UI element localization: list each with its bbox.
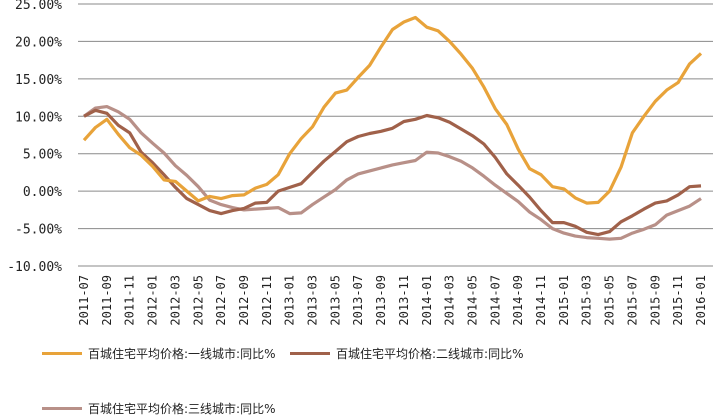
x-tick-label: 2015-09 <box>648 275 662 326</box>
x-tick-label: 2011-09 <box>100 275 114 326</box>
legend-label-tier2: 百城住宅平均价格:二线城市:同比% <box>336 347 524 361</box>
series-line-1 <box>82 15 703 205</box>
x-tick-label: 2013-03 <box>306 275 320 326</box>
x-tick-label: 2013-09 <box>374 275 388 326</box>
x-tick-label: 2012-03 <box>168 275 182 326</box>
x-tick-label: 2013-01 <box>283 275 297 326</box>
y-tick-label: 15.00% <box>15 73 62 88</box>
x-tick-label: 2014-03 <box>443 275 457 326</box>
legend-label-tier1: 百城住宅平均价格:一线城市:同比% <box>88 347 276 361</box>
x-tick-label: 2013-05 <box>328 275 342 326</box>
x-tick-label: 2012-05 <box>191 275 205 326</box>
x-tick-label: 2013-11 <box>397 275 411 326</box>
legend-swatch-tier3 <box>42 407 82 410</box>
x-tick-label: 2015-11 <box>671 275 685 326</box>
x-tick-label: 2014-07 <box>488 275 502 326</box>
y-tick-label: 20.00% <box>15 35 62 50</box>
y-tick-label: 10.00% <box>15 110 62 125</box>
x-tick-label: 2015-01 <box>557 275 571 326</box>
y-tick-label: 5.00% <box>23 148 62 163</box>
x-tick-label: 2015-03 <box>580 275 594 326</box>
legend-item-tier3: 百城住宅平均价格:三线城市:同比% <box>42 400 276 417</box>
x-tick-label: 2014-05 <box>465 275 479 326</box>
x-tick-label: 2012-01 <box>146 275 160 326</box>
x-tick-label: 2014-01 <box>420 275 434 326</box>
y-tick-label: -5.00% <box>15 223 62 238</box>
x-tick-label: 2011-07 <box>77 275 91 326</box>
x-tick-label: 2016-01 <box>694 275 708 326</box>
legend-swatch-tier1 <box>42 352 82 355</box>
legend-label-tier3: 百城住宅平均价格:三线城市:同比% <box>88 402 276 416</box>
x-tick-label: 2012-09 <box>237 275 251 326</box>
y-tick-label: 25.00% <box>15 0 62 13</box>
x-tick-label: 2014-09 <box>511 275 525 326</box>
legend-swatch-tier2 <box>290 352 330 355</box>
x-tick-label: 2013-07 <box>351 275 365 326</box>
legend-item-tier2: 百城住宅平均价格:二线城市:同比% <box>290 345 524 362</box>
series-line-2 <box>83 108 702 237</box>
x-tick-label: 2012-07 <box>214 275 228 326</box>
y-tick-label: -10.00% <box>7 260 62 275</box>
y-tick-label: 0.00% <box>23 185 62 200</box>
x-tick-label: 2011-11 <box>123 275 137 326</box>
x-tick-label: 2015-05 <box>603 275 617 326</box>
legend-item-tier1: 百城住宅平均价格:一线城市:同比% <box>42 345 276 362</box>
x-tick-label: 2012-11 <box>260 275 274 326</box>
x-tick-label: 2014-11 <box>534 275 548 326</box>
series-line-3 <box>83 104 702 241</box>
x-tick-label: 2015-07 <box>625 275 639 326</box>
